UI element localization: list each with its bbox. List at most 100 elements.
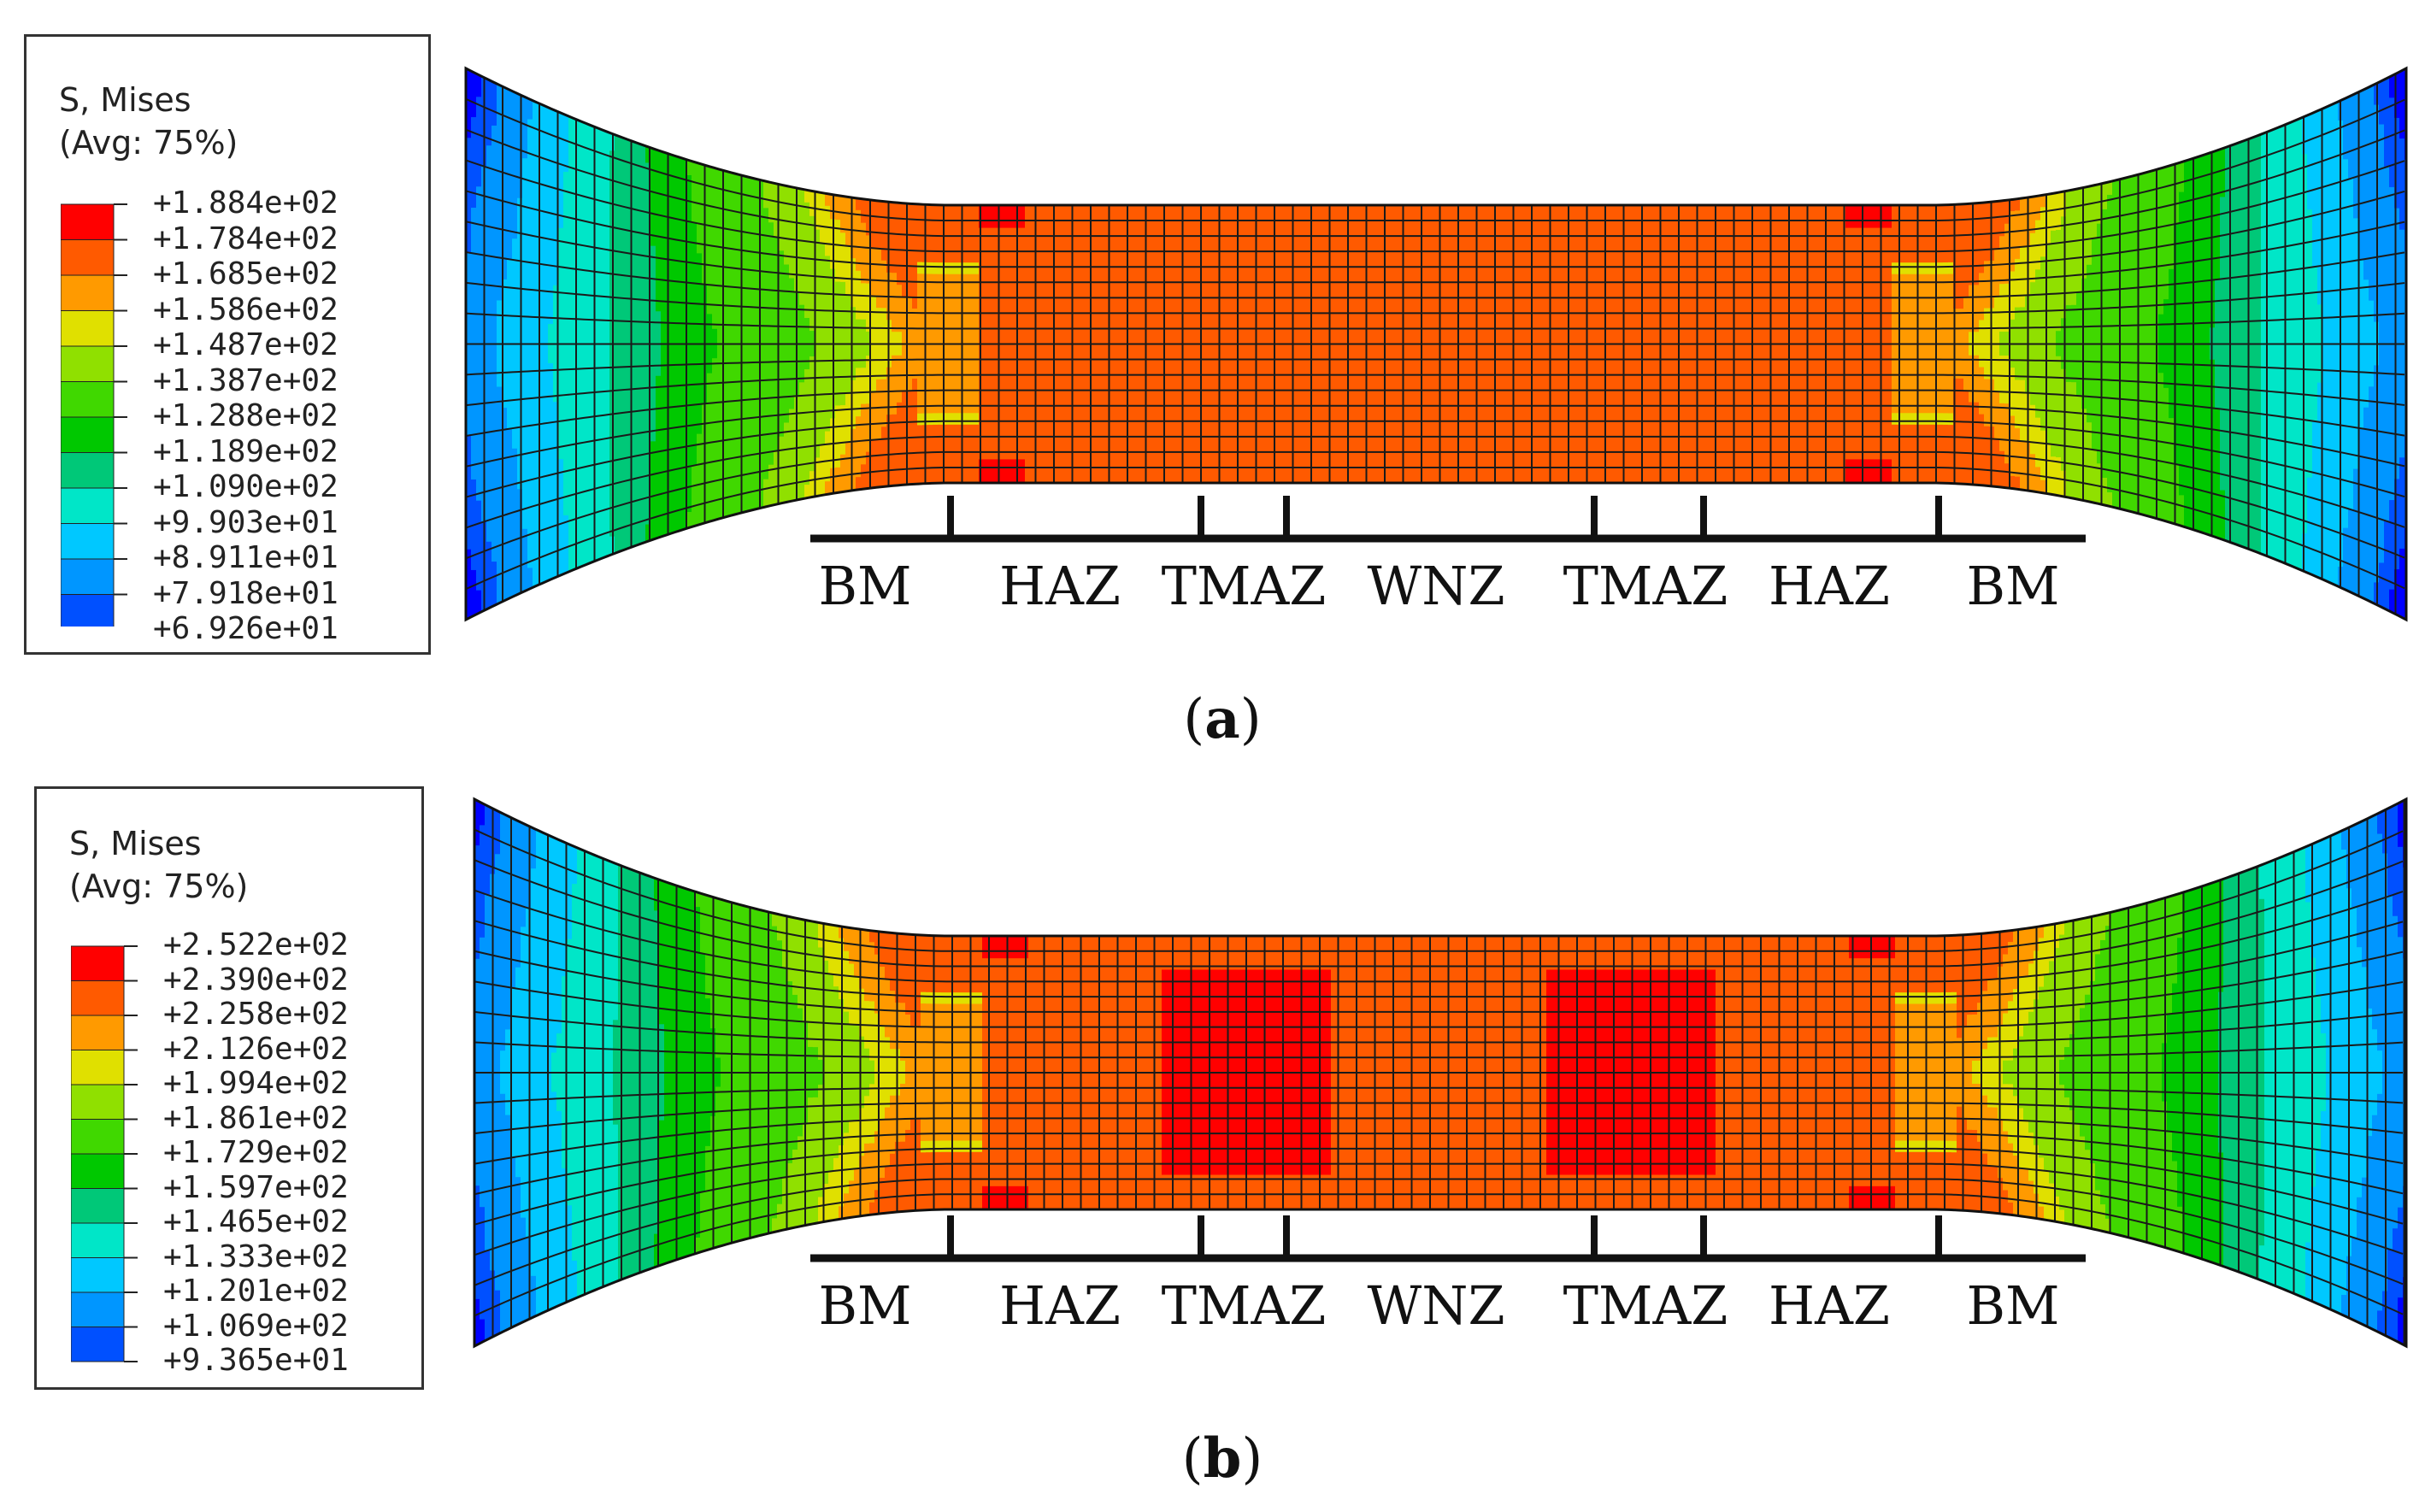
contour-cell (604, 166, 610, 185)
contour-cell (476, 74, 482, 98)
contour-cell (733, 456, 739, 473)
contour-cell (1158, 355, 1164, 368)
contour-cell (1481, 320, 1487, 333)
contour-cell (512, 406, 518, 429)
contour-cell (825, 293, 831, 308)
contour-cell (1466, 344, 1472, 356)
contour-cell (1410, 216, 1416, 229)
contour-cell (1425, 297, 1431, 310)
contour-cell (1389, 436, 1395, 449)
contour-cell (733, 244, 739, 260)
contour-cell (1445, 227, 1451, 241)
contour-cell (1276, 413, 1282, 426)
contour-cell (825, 268, 831, 282)
contour-cell (558, 189, 564, 210)
contour-cell (1307, 285, 1313, 298)
contour-cell (1112, 239, 1118, 252)
contour-cell (1292, 204, 1298, 218)
contour-cell (861, 368, 867, 381)
contour-cell (625, 224, 631, 243)
contour-cell (599, 254, 605, 274)
contour-cell (1348, 250, 1354, 264)
contour-cell (558, 266, 564, 287)
contour-cell (594, 144, 600, 165)
contour-cell (681, 250, 687, 268)
contour-cell (563, 133, 569, 154)
contour-cell (599, 397, 605, 416)
contour-cell (522, 179, 528, 201)
contour-cell (1220, 367, 1226, 379)
contour-cell (722, 199, 728, 215)
contour-cell (661, 215, 667, 232)
contour-cell (630, 309, 636, 328)
contour-cell (502, 344, 508, 367)
contour-cell (1517, 239, 1523, 252)
contour-cell (763, 356, 769, 372)
contour-cell (1276, 216, 1282, 229)
contour-cell (1476, 239, 1482, 252)
contour-cell (466, 274, 472, 299)
contour-cell (1245, 262, 1251, 275)
contour-cell (820, 456, 826, 471)
contour-cell (943, 424, 949, 438)
contour-cell (1148, 447, 1154, 461)
contour-cell (1220, 332, 1226, 344)
contour-cell (594, 487, 600, 507)
contour-cell (1066, 436, 1072, 449)
contour-cell (517, 219, 523, 241)
contour-cell (1240, 378, 1246, 391)
contour-cell (784, 198, 790, 213)
contour-cell (589, 270, 595, 291)
contour-cell (1502, 436, 1508, 449)
contour-cell (1430, 401, 1436, 415)
contour-cell (809, 267, 815, 281)
contour-cell (563, 191, 569, 211)
contour-cell (871, 356, 877, 369)
contour-cell (1466, 401, 1472, 415)
contour-cell (1461, 309, 1467, 321)
contour-cell (753, 371, 759, 386)
contour-cell (1389, 309, 1395, 321)
contour-cell (599, 147, 605, 167)
contour-cell (486, 387, 492, 411)
contour-cell (953, 459, 959, 472)
contour-cell (1481, 447, 1487, 461)
contour-cell (1435, 297, 1441, 310)
contour-cell (738, 414, 744, 429)
contour-cell (568, 173, 574, 194)
contour-cell (1004, 413, 1010, 426)
contour-cell (676, 344, 682, 361)
contour-cell (943, 459, 949, 472)
contour-cell (1451, 216, 1457, 229)
contour-cell (768, 316, 774, 332)
contour-cell (1092, 390, 1098, 403)
contour-cell (527, 180, 533, 202)
contour-cell (563, 438, 569, 459)
contour-cell (1348, 390, 1354, 403)
contour-cell (1374, 274, 1380, 287)
contour-cell (753, 261, 759, 276)
contour-cell (543, 521, 549, 543)
contour-cell (1379, 250, 1385, 264)
contour-cell (671, 327, 677, 344)
contour-cell (620, 205, 626, 225)
contour-cell (943, 378, 949, 391)
contour-cell (1348, 459, 1354, 472)
contour-cell (1292, 274, 1298, 287)
contour-cell (892, 261, 898, 274)
contour-cell (943, 447, 949, 461)
contour-cell (553, 538, 559, 559)
contour-cell (656, 488, 662, 506)
contour-cell (789, 369, 795, 384)
contour-cell (497, 516, 503, 539)
contour-cell (645, 278, 651, 296)
contour-cell (1297, 390, 1303, 403)
contour-cell (548, 344, 554, 364)
contour-cell (1420, 378, 1426, 391)
contour-cell (1174, 413, 1180, 426)
contour-cell (1204, 309, 1210, 321)
contour-cell (938, 297, 944, 310)
contour-cell (553, 129, 559, 150)
contour-cell (1189, 320, 1195, 333)
contour-cell (1035, 227, 1041, 241)
